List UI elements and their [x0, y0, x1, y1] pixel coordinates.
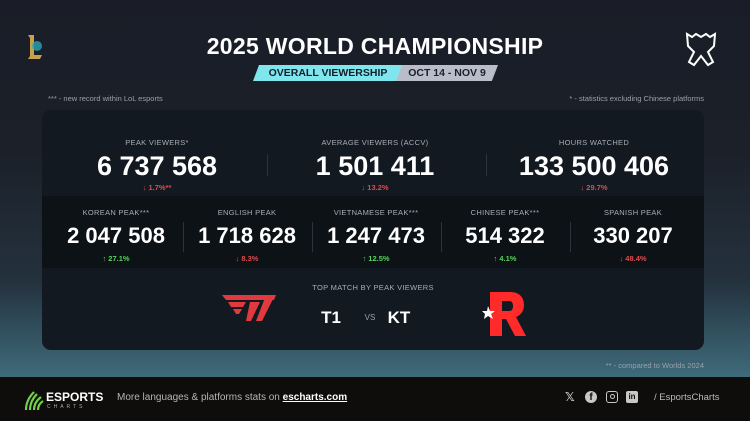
- divider: [183, 222, 184, 252]
- escharts-link[interactable]: escharts.com: [282, 392, 348, 403]
- stat-label: KOREAN PEAK***: [82, 208, 150, 217]
- stat-hours-watched: HOURS WATCHED 133 500 406 ↓ 29.7%: [494, 138, 694, 192]
- instagram-icon[interactable]: [606, 391, 618, 403]
- stat-label: CHINESE PEAK***: [470, 208, 540, 217]
- esports-charts-logo: [24, 390, 44, 417]
- stat-label: HOURS WATCHED: [558, 138, 630, 147]
- vs-label: VS: [364, 313, 376, 322]
- t1-logo: [222, 293, 278, 326]
- stat-korean-peak: KOREAN PEAK*** 2 047 508 ↑ 27.1%: [51, 208, 181, 263]
- brand-sub: CHARTS: [47, 404, 86, 410]
- stat-value: 1 247 473: [327, 223, 425, 248]
- stat-label: AVERAGE VIEWERS (ACCV): [321, 138, 429, 147]
- divider: [570, 222, 571, 252]
- stat-delta: ↓ 13.2%: [361, 183, 389, 192]
- stat-value: 133 500 406: [518, 151, 670, 181]
- stat-value: 6 737 568: [96, 151, 218, 181]
- top-match-label: TOP MATCH BY PEAK VIEWERS: [312, 283, 434, 292]
- lol-logo: [27, 34, 43, 60]
- stat-value: 514 322: [465, 223, 545, 248]
- divider: [486, 154, 487, 176]
- x-icon[interactable]: 𝕏: [565, 390, 575, 404]
- stat-label: ENGLISH PEAK: [217, 208, 277, 217]
- divider: [441, 222, 442, 252]
- stat-delta: ↑ 27.1%: [102, 254, 130, 263]
- footnote-comparison: ** - compared to Worlds 2024: [605, 361, 704, 370]
- promo-text: More languages & platforms stats on: [117, 392, 283, 403]
- stat-label: VIETNAMESE PEAK***: [333, 208, 419, 217]
- stat-delta: ↓ 1.7%**: [142, 183, 172, 192]
- stat-delta: ↓ 29.7%: [580, 183, 608, 192]
- stat-chinese-peak: CHINESE PEAK*** 514 322 ↑ 4.1%: [440, 208, 570, 263]
- worlds-logo: [684, 32, 718, 68]
- team2-name: KT: [387, 308, 411, 327]
- stat-spanish-peak: SPANISH PEAK 330 207 ↓ 48.4%: [568, 208, 698, 263]
- stat-delta: ↑ 12.5%: [362, 254, 390, 263]
- social-handle[interactable]: / EsportsCharts: [654, 392, 720, 403]
- facebook-icon[interactable]: f: [585, 391, 597, 403]
- stat-peak-viewers: PEAK VIEWERS* 6 737 568 ↓ 1.7%**: [57, 138, 257, 192]
- divider: [312, 222, 313, 252]
- stat-value: 330 207: [593, 223, 673, 248]
- stat-label: SPANISH PEAK: [603, 208, 663, 217]
- page-title: 2025 WORLD CHAMPIONSHIP: [206, 33, 544, 59]
- language-row: [42, 196, 704, 268]
- footer-text: More languages & platforms stats on esch…: [117, 392, 347, 403]
- stat-delta: ↓ 8.3%: [235, 254, 259, 263]
- stat-delta: ↓ 48.4%: [619, 254, 647, 263]
- stat-average-viewers: AVERAGE VIEWERS (ACCV) 1 501 411 ↓ 13.2%: [275, 138, 475, 192]
- linkedin-icon[interactable]: in: [626, 391, 638, 403]
- stat-value: 1 501 411: [315, 151, 435, 181]
- stat-english-peak: ENGLISH PEAK 1 718 628 ↓ 8.3%: [182, 208, 312, 263]
- brand-name: ESPORTS: [46, 390, 104, 404]
- note-chinese: * - statistics excluding Chinese platfor…: [569, 94, 704, 103]
- stat-value: 1 718 628: [198, 223, 296, 248]
- viewership-tag: OVERALL VIEWERSHIP: [253, 65, 403, 81]
- stat-value: 2 047 508: [67, 223, 165, 248]
- date-range-tag: OCT 14 - NOV 9: [396, 65, 498, 81]
- note-record: *** - new record within LoL esports: [48, 94, 163, 103]
- stats-panel: PEAK VIEWERS* 6 737 568 ↓ 1.7%** AVERAGE…: [42, 110, 704, 350]
- kt-rolster-logo: [482, 290, 528, 343]
- stat-delta: ↑ 4.1%: [493, 254, 517, 263]
- divider: [267, 154, 268, 176]
- stat-vietnamese-peak: VIETNAMESE PEAK*** 1 247 473 ↑ 12.5%: [311, 208, 441, 263]
- stat-label: PEAK VIEWERS*: [125, 138, 189, 147]
- footer: ESPORTS CHARTS More languages & platform…: [0, 377, 750, 421]
- team1-name: T1: [321, 308, 341, 327]
